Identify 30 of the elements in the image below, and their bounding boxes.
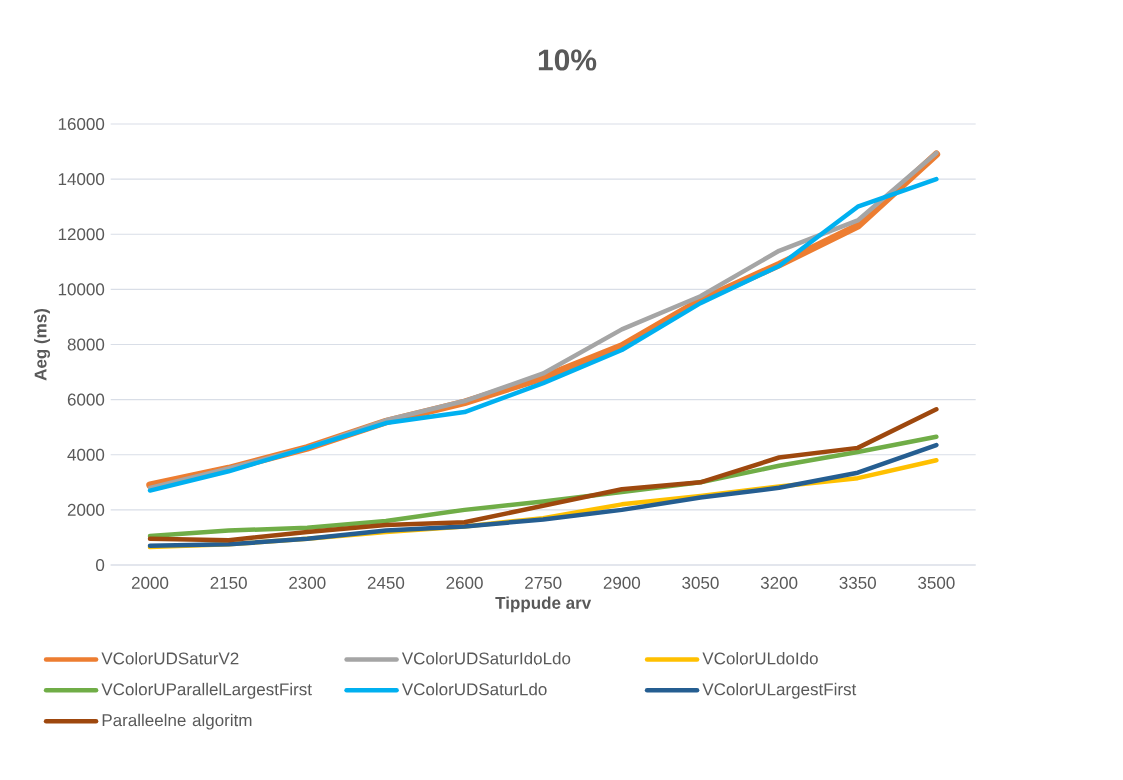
x-tick-label: 2300	[289, 576, 326, 589]
x-tick-label: 3500	[918, 576, 955, 589]
y-tick-label: 8000	[67, 338, 105, 351]
x-tick-label: 2150	[210, 576, 247, 589]
y-tick-label: 10000	[58, 283, 105, 296]
x-tick-label: 2750	[525, 576, 562, 589]
legend-label: VColorUDSaturV2	[101, 652, 239, 665]
x-axis-title: Tippude arv	[495, 596, 592, 613]
y-tick-label: 16000	[58, 117, 105, 131]
chart-title: 10%	[538, 49, 597, 71]
legend-label: VColorUDSaturIdoLdo	[401, 652, 571, 665]
x-tick-label: 2000	[131, 576, 169, 589]
legend-label: Paralleelne algoritm	[102, 713, 252, 730]
x-tick-label: 3050	[682, 576, 719, 589]
legend-label: VColorUDSaturLdo	[401, 682, 547, 696]
legend-label: VColorULdoIdo	[702, 652, 818, 665]
x-tick-label: 3200	[760, 576, 798, 589]
y-tick-label: 14000	[58, 173, 105, 186]
x-tick-label: 2450	[367, 576, 405, 589]
x-tick-label: 2900	[603, 576, 641, 589]
x-tick-label: 2600	[446, 576, 483, 589]
y-tick-label: 4000	[67, 448, 105, 461]
legend-label: VColorUParallelLargestFirst	[101, 682, 312, 699]
y-tick-label: 12000	[58, 228, 105, 241]
y-tick-label: 2000	[67, 503, 105, 516]
y-tick-label: 6000	[67, 393, 105, 406]
y-axis-title: Aeg (ms)	[34, 309, 51, 381]
legend-label: VColorULargestFirst	[702, 682, 857, 699]
x-tick-label: 3350	[839, 576, 876, 589]
y-tick-label: 0	[96, 558, 105, 572]
